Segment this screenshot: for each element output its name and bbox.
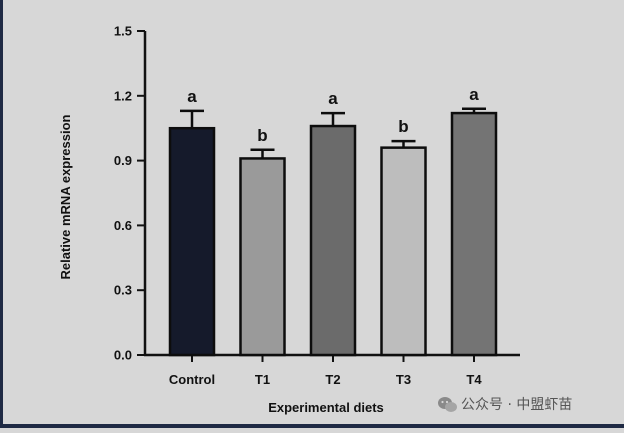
frame-left-border <box>0 0 3 428</box>
bars: a b a b a <box>168 85 498 357</box>
y-axis-title: Relative mRNA expression <box>58 114 73 279</box>
y-tick-label: 0.0 <box>114 348 132 363</box>
bar-t3 <box>380 146 427 357</box>
watermark-text: 公众号 · 中盟虾苗 <box>461 397 572 413</box>
x-tick-label: T3 <box>396 372 411 387</box>
y-axis: 0.0 0.3 0.6 0.9 1.2 1.5 <box>114 24 147 363</box>
x-tick-label: T2 <box>325 372 340 387</box>
bar-control <box>168 126 216 357</box>
y-tick-label: 0.9 <box>114 153 132 168</box>
x-axis: Control T1 T2 T3 T4 <box>144 353 520 387</box>
wechat-icon <box>438 397 457 412</box>
x-tick-label: Control <box>169 372 215 387</box>
y-tick-label: 0.3 <box>114 283 132 298</box>
y-tick-label: 1.2 <box>114 88 132 103</box>
frame-bottom-border <box>0 424 624 428</box>
watermark: 公众号 · 中盟虾苗 <box>438 397 572 413</box>
y-tick-label: 1.5 <box>114 24 132 39</box>
bar-t1 <box>239 157 286 357</box>
significance-label: b <box>257 126 267 145</box>
x-tick-label: T1 <box>255 372 270 387</box>
significance-label: a <box>328 89 338 108</box>
significance-label: b <box>398 117 408 136</box>
significance-label: a <box>469 85 479 104</box>
significance-label: a <box>187 87 197 106</box>
x-tick-label: T4 <box>466 372 482 387</box>
bar-t4 <box>450 111 498 357</box>
y-tick-label: 0.6 <box>114 218 132 233</box>
bar-t2 <box>309 124 357 357</box>
x-axis-title: Experimental diets <box>268 400 384 415</box>
